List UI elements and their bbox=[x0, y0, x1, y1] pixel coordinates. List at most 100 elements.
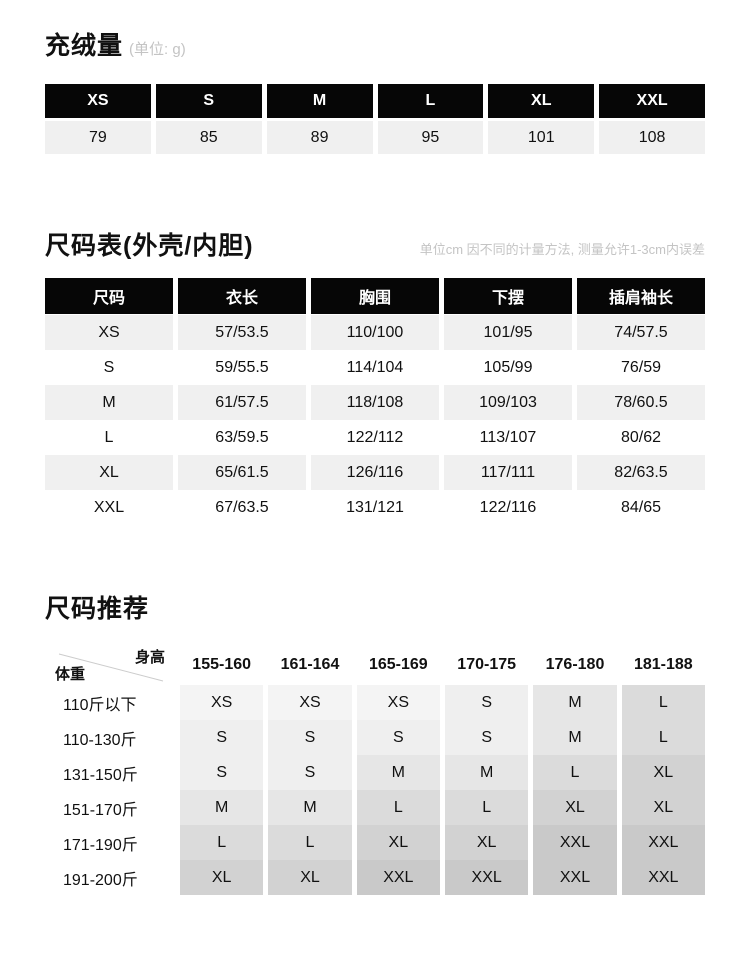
size-chart-measure-cell: 59/55.5 bbox=[178, 350, 306, 385]
size-chart-measure-cell: 61/57.5 bbox=[178, 385, 306, 420]
size-chart-measure-cell: 114/104 bbox=[311, 350, 439, 385]
size-chart-measure-cell: 84/65 bbox=[577, 490, 705, 525]
fill-value-cell: 95 bbox=[377, 121, 484, 154]
size-guide-page: 充绒量 (单位: g) XS S M L XL XXL 79 85 89 95 101 108 尺码表… bbox=[45, 26, 705, 895]
height-range-header-cell: 181-188 bbox=[621, 645, 705, 685]
recommend-size-cell: S bbox=[180, 720, 264, 755]
size-chart-measure-cell: 122/112 bbox=[311, 420, 439, 455]
size-chart-column-header: 胸围 bbox=[311, 278, 439, 314]
height-range-header-cell: 155-160 bbox=[180, 645, 264, 685]
size-chart-measure-cell: 74/57.5 bbox=[577, 315, 705, 350]
recommend-row: 151-170斤 M M L L XL XL bbox=[45, 790, 705, 825]
fill-value-cell: 89 bbox=[266, 121, 373, 154]
size-chart-size-cell: M bbox=[45, 385, 173, 420]
recommend-size-cell: XXL bbox=[356, 860, 440, 895]
size-chart-size-cell: XS bbox=[45, 315, 173, 350]
height-range-header-cell: 176-180 bbox=[533, 645, 617, 685]
fill-title-text: 充绒量 bbox=[45, 32, 124, 60]
recommend-size-cell: L bbox=[445, 790, 529, 825]
size-chart-measure-cell: 101/95 bbox=[444, 315, 572, 350]
size-chart-row: L 63/59.5 122/112 113/107 80/62 bbox=[45, 420, 705, 455]
recommend-row: 110斤以下 XS XS XS S M L bbox=[45, 685, 705, 720]
fill-size-header-cell: M bbox=[266, 84, 373, 118]
fill-section-header: 充绒量 (单位: g) bbox=[45, 26, 705, 62]
recommend-section-header: 尺码推荐 bbox=[45, 589, 705, 625]
recommend-size-cell: M bbox=[356, 755, 440, 790]
size-chart-measure-cell: 117/111 bbox=[444, 455, 572, 490]
recommend-table: 身高 体重 155-160 161-164 165-169 170-175 176-18… bbox=[45, 645, 705, 895]
height-range-header-cell: 161-164 bbox=[268, 645, 352, 685]
weight-range-label-cell: 151-170斤 bbox=[45, 790, 175, 825]
size-chart-row: S 59/55.5 114/104 105/99 76/59 bbox=[45, 350, 705, 385]
recommend-size-cell: XXL bbox=[621, 825, 705, 860]
size-chart-measure-cell: 131/121 bbox=[311, 490, 439, 525]
size-chart-measure-cell: 118/108 bbox=[311, 385, 439, 420]
recommend-size-cell: XL bbox=[356, 825, 440, 860]
recommend-size-cell: M bbox=[268, 790, 352, 825]
size-chart-measure-cell: 67/63.5 bbox=[178, 490, 306, 525]
recommend-title: 尺码推荐 bbox=[45, 595, 150, 623]
recommend-size-cell: XS bbox=[268, 685, 352, 720]
recommend-size-cell: XXL bbox=[533, 860, 617, 895]
recommend-header-row: 身高 体重 155-160 161-164 165-169 170-175 176-18… bbox=[45, 645, 705, 685]
recommend-size-cell: L bbox=[533, 755, 617, 790]
size-chart-measure-cell: 105/99 bbox=[444, 350, 572, 385]
recommend-size-cell: S bbox=[268, 755, 352, 790]
recommend-size-cell: XL bbox=[445, 825, 529, 860]
recommend-size-cell: S bbox=[356, 720, 440, 755]
recommend-size-cell: S bbox=[445, 685, 529, 720]
size-chart-measure-cell: 65/61.5 bbox=[178, 455, 306, 490]
fill-section-title: 充绒量 (单位: g) bbox=[45, 26, 186, 62]
recommend-size-cell: M bbox=[445, 755, 529, 790]
fill-size-header-cell: S bbox=[155, 84, 262, 118]
size-chart-measure-cell: 126/116 bbox=[311, 455, 439, 490]
height-range-header-cell: 165-169 bbox=[356, 645, 440, 685]
recommend-size-cell: M bbox=[180, 790, 264, 825]
diagonal-divider-line bbox=[58, 653, 164, 682]
recommend-size-cell: L bbox=[268, 825, 352, 860]
recommend-size-cell: XXL bbox=[445, 860, 529, 895]
recommend-size-cell: S bbox=[445, 720, 529, 755]
recommend-size-cell: XL bbox=[268, 860, 352, 895]
section-spacer bbox=[45, 154, 705, 226]
fill-table-value-row: 79 85 89 95 101 108 bbox=[45, 121, 705, 154]
size-chart-column-header: 尺码 bbox=[45, 278, 173, 314]
recommend-size-cell: L bbox=[356, 790, 440, 825]
fill-size-header-cell: XXL bbox=[599, 84, 705, 118]
size-chart-measure-cell: 78/60.5 bbox=[577, 385, 705, 420]
size-chart-row: M 61/57.5 118/108 109/103 78/60.5 bbox=[45, 385, 705, 420]
size-chart-tolerance-note: 单位cm 因不同的计量方法, 测量允许1-3cm内误差 bbox=[419, 242, 705, 257]
weight-range-label-cell: 191-200斤 bbox=[45, 860, 175, 895]
size-chart-size-cell: S bbox=[45, 350, 173, 385]
size-chart-measure-cell: 113/107 bbox=[444, 420, 572, 455]
recommend-size-cell: XXL bbox=[621, 860, 705, 895]
recommend-size-cell: S bbox=[180, 755, 264, 790]
recommend-row: 131-150斤 S S M M L XL bbox=[45, 755, 705, 790]
recommend-size-cell: XL bbox=[621, 790, 705, 825]
recommend-row: 110-130斤 S S S S M L bbox=[45, 720, 705, 755]
recommend-row: 171-190斤 L L XL XL XXL XXL bbox=[45, 825, 705, 860]
recommend-size-cell: L bbox=[621, 685, 705, 720]
weight-range-label-cell: 131-150斤 bbox=[45, 755, 175, 790]
fill-value-cell: 85 bbox=[155, 121, 262, 154]
size-chart-table: 尺码 衣长 胸围 下摆 插肩袖长 XS 57/53.5 110/100 101/95 74/57.… bbox=[45, 278, 705, 525]
corner-height-label: 身高 bbox=[134, 649, 165, 666]
size-chart-measure-cell: 82/63.5 bbox=[577, 455, 705, 490]
section-spacer bbox=[45, 525, 705, 589]
fill-value-cell: 108 bbox=[599, 121, 705, 154]
recommend-size-cell: XL bbox=[180, 860, 264, 895]
size-chart-measure-cell: 110/100 bbox=[311, 315, 439, 350]
height-range-header-cell: 170-175 bbox=[445, 645, 529, 685]
recommend-size-cell: L bbox=[621, 720, 705, 755]
recommend-size-cell: XS bbox=[356, 685, 440, 720]
weight-range-label-cell: 171-190斤 bbox=[45, 825, 175, 860]
size-chart-row: XXL 67/63.5 131/121 122/116 84/65 bbox=[45, 490, 705, 525]
size-chart-header-row: 尺码 衣长 胸围 下摆 插肩袖长 bbox=[45, 278, 705, 314]
weight-range-label-cell: 110-130斤 bbox=[45, 720, 175, 755]
size-chart-column-header: 衣长 bbox=[178, 278, 306, 314]
size-chart-measure-cell: 76/59 bbox=[577, 350, 705, 385]
recommend-size-cell: XXL bbox=[533, 825, 617, 860]
size-chart-title: 尺码表(外壳/内胆) bbox=[45, 232, 254, 260]
size-chart-row: XS 57/53.5 110/100 101/95 74/57.5 bbox=[45, 315, 705, 350]
size-chart-measure-cell: 109/103 bbox=[444, 385, 572, 420]
